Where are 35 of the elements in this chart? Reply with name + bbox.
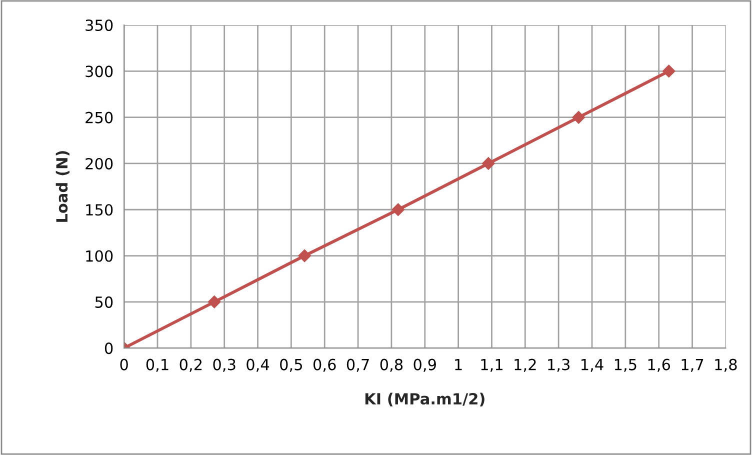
x-tick-label: 0,1 [146, 358, 168, 372]
x-axis-title: KI (MPa.m1/2) [365, 392, 484, 406]
x-tick-label: 0,9 [414, 358, 436, 372]
x-tick-label: 1,8 [715, 358, 737, 372]
point [482, 157, 495, 170]
point [392, 203, 405, 216]
y-tick-label: 0 [104, 342, 113, 354]
x-tick-label: 0,6 [313, 358, 336, 372]
x-tick-label: 1 [455, 358, 462, 370]
x-tick-label: 1,5 [614, 358, 636, 372]
y-tick-label: 200 [86, 158, 113, 170]
x-tick-label: 0 [120, 358, 128, 370]
point [208, 296, 221, 308]
x-tick-label: 0,4 [246, 358, 270, 372]
x-tick-label: 1,1 [481, 358, 502, 372]
point [662, 64, 676, 78]
x-tick-label: 0,5 [280, 358, 302, 372]
y-tick-label: 300 [86, 66, 113, 78]
x-tick-label: 1,2 [514, 358, 536, 372]
point [572, 110, 586, 124]
point [298, 249, 311, 262]
y-tick-label: 100 [86, 250, 113, 262]
x-tick-label: 1,4 [582, 358, 604, 372]
x-tick-label: 1,3 [548, 358, 570, 372]
y-tick-label: 250 [86, 112, 113, 124]
x-tick-label: 1,6 [648, 358, 670, 372]
x-tick-label: 1,7 [682, 358, 704, 372]
x-tick-label: 0,8 [380, 358, 403, 372]
y-tick-label: 50 [95, 296, 113, 308]
y-tick-label: 350 [86, 19, 113, 32]
y-tick-label: 150 [86, 204, 113, 216]
y-axis-title: Load (N) [56, 151, 70, 222]
x-tick-label: 0,7 [346, 358, 369, 372]
x-tick-label: 0,3 [213, 358, 236, 372]
x-tick-label: 0,2 [180, 358, 202, 372]
